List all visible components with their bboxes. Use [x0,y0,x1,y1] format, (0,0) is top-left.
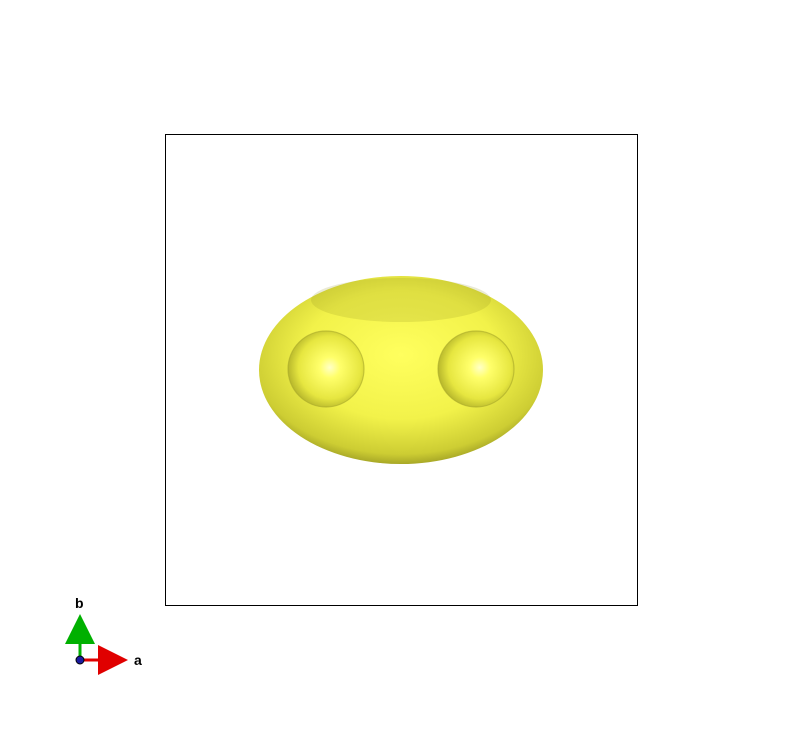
orientation-axes: a b [65,595,142,675]
isosurface-lobe-left [288,331,364,407]
isosurface-top-shade [311,278,491,322]
a-axis-label: a [134,652,142,668]
unit-cell-outline [165,134,638,606]
isosurface [259,276,543,464]
b-axis-label: b [75,595,84,611]
isosurface-lobe-right-rim [437,330,515,408]
isosurface-body [259,276,543,464]
isosurface-lobe-right [438,331,514,407]
c-axis-dot [75,655,85,665]
isosurface-lobe-left-rim [287,330,365,408]
